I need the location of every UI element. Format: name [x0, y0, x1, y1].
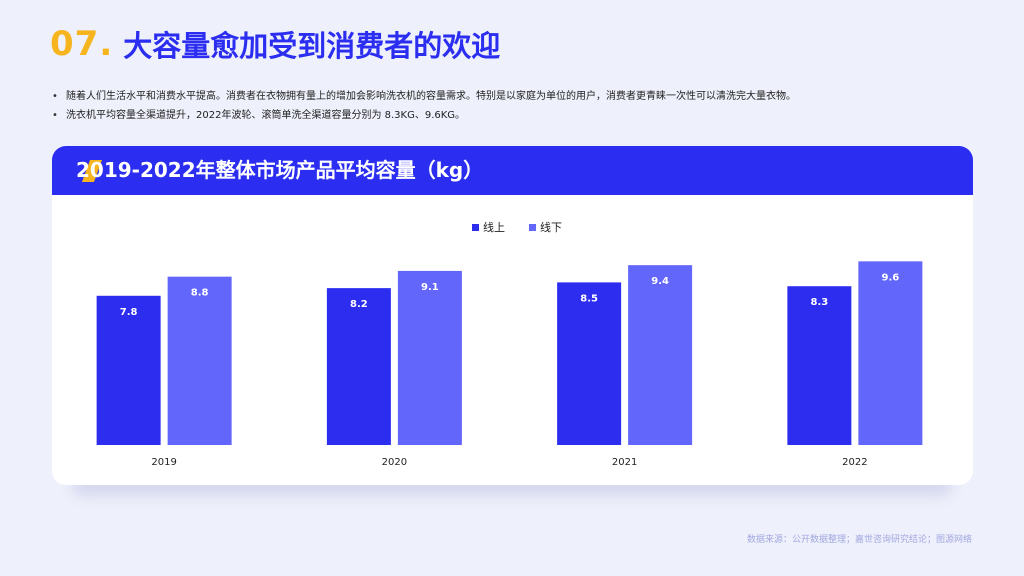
chart-title: 2019-2022年整体市场产品平均容量（kg） [76, 158, 484, 182]
legend-swatch [472, 224, 479, 231]
bar-value-label: 8.2 [350, 299, 368, 310]
section-number: 07. [50, 24, 114, 64]
page-title: 大容量愈加受到消费者的欢迎 [123, 29, 501, 63]
bar [167, 276, 232, 445]
bar-value-label: 9.1 [421, 282, 439, 293]
page-heading: 07. 大容量愈加受到消费者的欢迎 [50, 20, 500, 68]
bar [397, 270, 462, 445]
bar [96, 295, 161, 445]
bar-value-label: 9.4 [651, 276, 669, 287]
bar [557, 282, 622, 445]
bar [326, 288, 391, 445]
bar [787, 286, 852, 445]
legend-label: 线下 [540, 220, 562, 234]
x-tick-label: 2021 [612, 457, 637, 468]
bar-value-label: 8.5 [580, 293, 598, 304]
x-tick-label: 2020 [382, 457, 407, 468]
legend-swatch [529, 224, 536, 231]
source-note: 数据来源：公开数据整理；嘉世咨询研究结论；图源网络 [746, 535, 972, 545]
bullet-item: 洗衣机平均容量全渠道提升，2022年波轮、滚筒单洗全渠道容量分别为 8.3KG、… [50, 106, 980, 125]
bar [628, 265, 693, 445]
legend-label: 线上 [483, 220, 505, 234]
bar-value-label: 8.8 [191, 288, 209, 299]
bar-chart: 线上 线下 7.8 8.8 2019 8.2 9.1 2020 8.5 9.4 2021 8.3 9.6… [96, 220, 923, 468]
bar-value-label: 9.6 [882, 272, 900, 283]
x-tick-label: 2022 [842, 457, 867, 468]
bar-value-label: 8.3 [811, 297, 829, 308]
bar [858, 261, 923, 445]
chart-header: 2019-2022年整体市场产品平均容量（kg） [52, 146, 973, 195]
x-tick-label: 2019 [151, 457, 176, 468]
chart-card: 2019-2022年整体市场产品平均容量（kg） 线上 线下 7.8 8.8 2019 8… [52, 146, 973, 485]
bullet-list: 随着人们生活水平和消费水平提高。消费者在衣物拥有量上的增加会影响洗衣机的容量需求… [50, 87, 980, 125]
bar-value-label: 7.8 [120, 307, 138, 318]
bullet-item: 随着人们生活水平和消费水平提高。消费者在衣物拥有量上的增加会影响洗衣机的容量需求… [50, 87, 980, 106]
